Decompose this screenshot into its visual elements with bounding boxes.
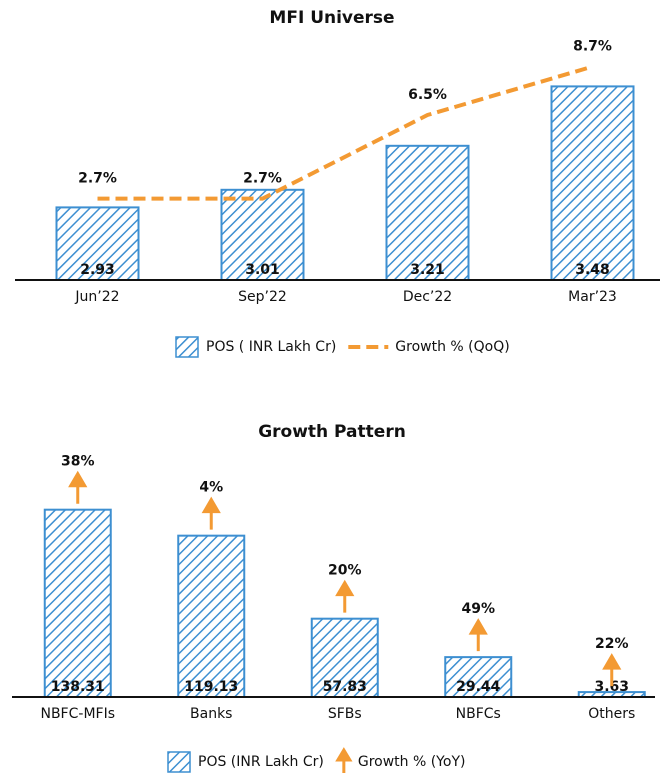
bar	[177, 534, 246, 698]
x-tick-label: Jun’22	[74, 289, 119, 305]
growth-arrow	[68, 470, 88, 504]
legend-swatch	[167, 751, 191, 773]
x-tick-label: Banks	[190, 706, 232, 722]
x-tick-label: Others	[588, 706, 635, 722]
bar-value-label: 2.93	[80, 262, 115, 278]
chart-title: MFI Universe	[269, 8, 394, 28]
bar-value-label: 138.31	[51, 679, 105, 695]
legend-label: POS (INR Lakh Cr)	[198, 754, 324, 770]
growth-arrow	[468, 618, 488, 652]
bar	[550, 85, 635, 282]
growth-arrow	[201, 496, 221, 530]
growth-label: 38%	[61, 454, 95, 470]
growth-label: 2.7%	[78, 171, 117, 187]
x-tick-label: Dec’22	[403, 289, 452, 305]
x-tick-label: Sep’22	[238, 289, 287, 305]
bar-value-label: 3.48	[575, 262, 610, 278]
bar	[55, 206, 140, 281]
bar-value-label: 119.13	[184, 679, 238, 695]
growth-label: 4%	[199, 480, 223, 496]
bar-value-label: 3.01	[245, 262, 280, 278]
growth-label: 6.5%	[408, 87, 447, 103]
bar	[43, 508, 112, 699]
legend-label: Growth % (QoQ)	[395, 339, 509, 355]
bar-value-label: 3.63	[594, 679, 629, 695]
bar-value-label: 29.44	[456, 679, 501, 695]
legend-swatch	[175, 336, 199, 358]
growth-label: 8.7%	[573, 39, 612, 55]
growth-label: 22%	[595, 636, 629, 652]
chart-title: Growth Pattern	[258, 422, 406, 442]
growth-label: 2.7%	[243, 171, 282, 187]
growth-arrow	[602, 653, 622, 687]
x-tick-label: NBFCs	[456, 706, 501, 722]
growth-arrow	[335, 579, 355, 613]
growth-label: 20%	[328, 563, 362, 579]
bar-value-label: 3.21	[410, 262, 445, 278]
legend-label: Growth % (YoY)	[358, 754, 466, 770]
bar	[444, 656, 513, 698]
growth-label: 49%	[461, 601, 495, 617]
growth-line	[97, 64, 594, 201]
legend-swatch	[335, 747, 353, 773]
bar	[385, 144, 470, 281]
legend-label: POS ( INR Lakh Cr)	[206, 339, 336, 355]
bar	[310, 617, 379, 698]
x-tick-label: Mar’23	[568, 289, 617, 305]
bar	[220, 188, 305, 281]
x-tick-label: NBFC-MFIs	[40, 706, 115, 722]
bar-value-label: 57.83	[323, 679, 367, 695]
x-tick-label: SFBs	[328, 706, 362, 722]
